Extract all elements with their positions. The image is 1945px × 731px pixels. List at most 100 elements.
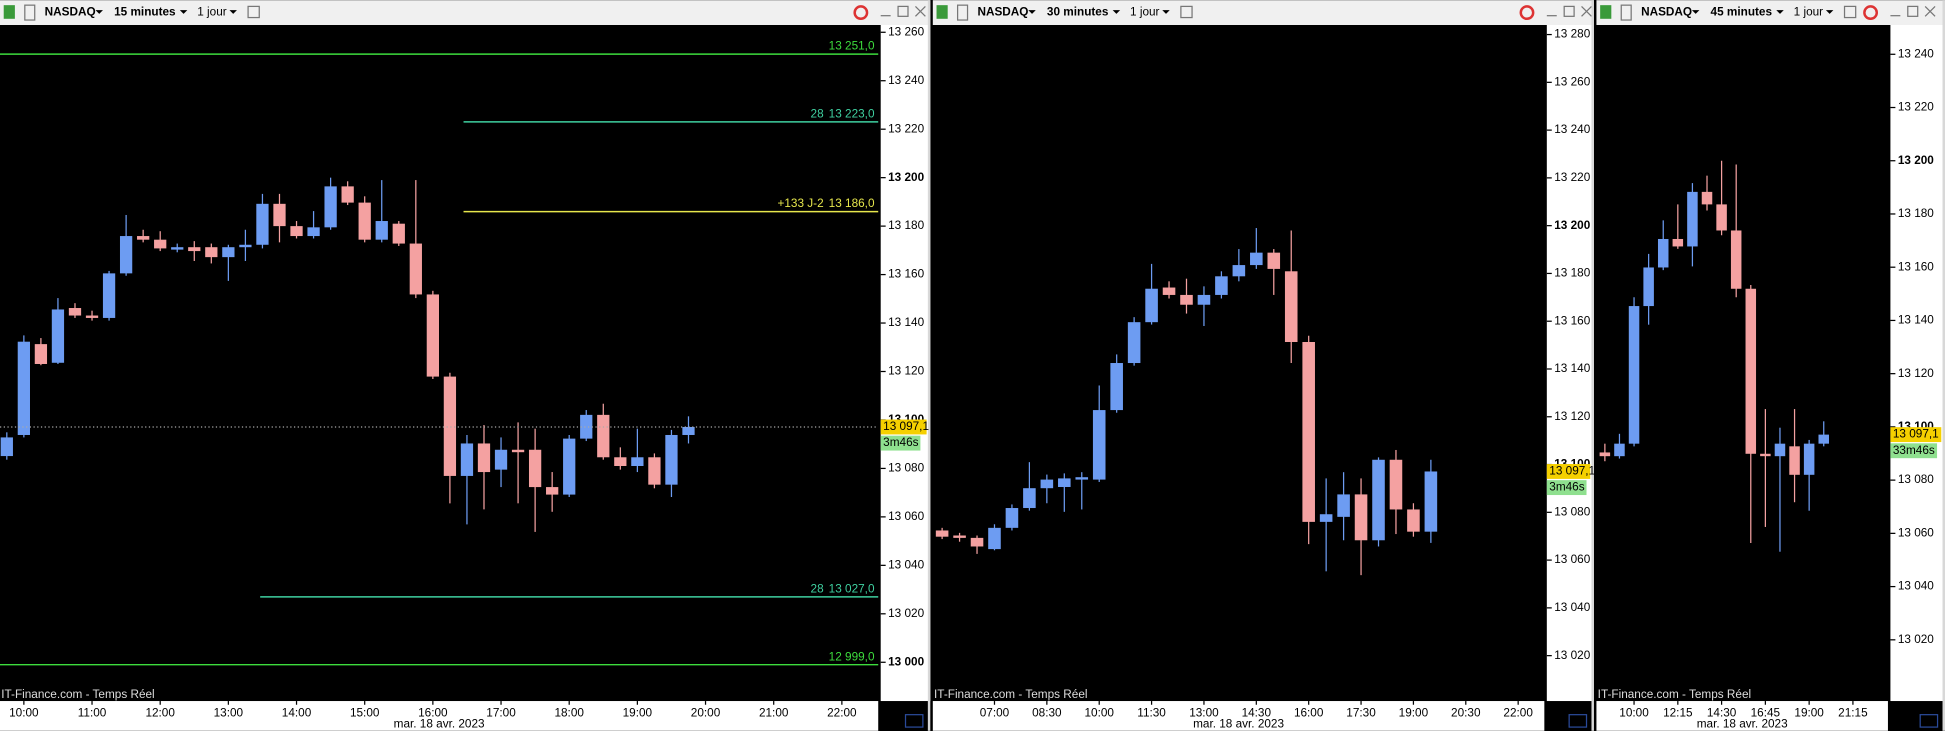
corner-icon[interactable] (1568, 714, 1588, 728)
x-tick-label: 10:00 (1619, 707, 1649, 720)
y-tick-label: 13 040 (1898, 580, 1934, 593)
close-button[interactable] (1924, 5, 1936, 17)
candle-body (682, 426, 695, 435)
last-price-box (1890, 427, 1942, 443)
period[interactable]: 1 jour (1794, 6, 1824, 19)
candle-body (137, 236, 150, 240)
candle-body (1372, 459, 1385, 541)
minimize-button[interactable] (1546, 15, 1557, 17)
x-tick-label: 15:00 (350, 707, 380, 720)
candle-body (51, 309, 65, 363)
settings-icon[interactable] (1620, 4, 1632, 21)
x-tick-label: 07:00 (980, 707, 1010, 720)
y-tick-label: 13 080 (888, 462, 924, 475)
x-tick-label: 14:00 (282, 707, 312, 720)
close-button[interactable] (915, 5, 926, 17)
minimize-button[interactable] (1890, 15, 1901, 17)
info-icon[interactable] (1180, 5, 1193, 19)
x-tick-label: 12:00 (145, 707, 175, 720)
candle-body (17, 341, 30, 435)
candle-body (563, 438, 576, 495)
refresh-icon[interactable] (853, 5, 869, 21)
candle-body (290, 226, 303, 237)
plot-area (932, 25, 1545, 702)
candle-body (205, 247, 218, 258)
chart-icon[interactable] (3, 5, 15, 19)
corner-icon[interactable] (904, 714, 924, 728)
y-tick-label: 13 140 (888, 316, 924, 329)
info-icon[interactable] (1843, 5, 1857, 19)
candle-body (1284, 271, 1298, 342)
y-tick-label: 13 240 (1554, 123, 1590, 136)
interval[interactable]: 45 minutes (1711, 6, 1773, 19)
y-tick-label: 13 200 (888, 171, 924, 184)
candle-body (409, 243, 422, 295)
candle-body (546, 487, 559, 495)
y-tick-label: 13 180 (1898, 207, 1934, 220)
candle-body (1127, 322, 1141, 364)
corner-icon[interactable] (1919, 714, 1939, 728)
period[interactable]: 1 jour (197, 6, 227, 19)
close-button[interactable] (1581, 5, 1592, 17)
y-axis-area (1890, 25, 1945, 702)
y-tick-label: 13 220 (1898, 101, 1934, 114)
x-tick-label: 10:00 (9, 707, 39, 720)
level-label: 13 251,0 (829, 40, 875, 53)
y-tick-label: 13 020 (888, 607, 924, 620)
y-tick-label: 13 220 (1554, 171, 1590, 184)
candle-body (1267, 252, 1281, 269)
y-tick-label: 13 120 (1554, 410, 1590, 423)
market-selector[interactable] (972, 2, 1040, 23)
x-tick-label: 20:30 (1451, 707, 1481, 720)
interval[interactable]: 15 minutes (114, 6, 176, 19)
x-tick-label: 20:00 (691, 707, 721, 720)
y-tick-label: 13 060 (1898, 526, 1934, 539)
minimize-button[interactable] (880, 15, 891, 17)
level-label: 13 186,0 (829, 197, 875, 210)
maximize-button[interactable] (897, 5, 909, 17)
date-label: mar. 18 avr. 2023 (1193, 718, 1284, 731)
y-tick-label: 13 060 (888, 510, 924, 523)
candle-body (102, 273, 116, 318)
settings-icon[interactable] (24, 4, 36, 21)
candle-body (1075, 477, 1089, 480)
x-tick-label: 12:15 (1663, 707, 1693, 720)
refresh-icon[interactable] (1519, 5, 1535, 21)
info-icon[interactable] (247, 5, 260, 19)
market-selector[interactable] (39, 2, 107, 23)
candle-body (307, 227, 320, 237)
refresh-icon[interactable] (1863, 5, 1879, 21)
maximize-button[interactable] (1563, 5, 1575, 17)
candle-body (953, 535, 966, 538)
dropdown-caret (95, 10, 103, 14)
x-tick-label: 19:00 (623, 707, 653, 720)
plot-area (1596, 25, 1888, 702)
last-price-label: 13 097,1 (1549, 465, 1595, 478)
candle-body (1319, 514, 1333, 522)
chart-icon[interactable] (936, 5, 948, 19)
x-tick-label: 16:00 (418, 707, 448, 720)
plot-area (0, 25, 879, 702)
source: IT-Finance.com - Temps Réel (1, 688, 154, 701)
chart-icon[interactable] (1600, 5, 1612, 19)
candle-body (1058, 478, 1071, 487)
x-tick-label: 11:00 (78, 707, 107, 720)
candle-body (85, 315, 99, 318)
candle-body (935, 530, 949, 537)
candle-body (188, 247, 201, 252)
x-tick-label: 16:45 (1751, 707, 1781, 720)
maximize-button[interactable] (1907, 5, 1919, 17)
toolbar (0, 0, 931, 26)
market-selector[interactable] (1636, 2, 1704, 23)
candle-body (443, 376, 457, 476)
candle-body (239, 244, 252, 248)
candle-body (1162, 287, 1176, 295)
candle-body (1657, 238, 1669, 268)
candle-body (477, 443, 491, 473)
settings-icon[interactable] (956, 4, 969, 21)
period[interactable]: 1 jour (1130, 6, 1160, 19)
interval[interactable]: 30 minutes (1047, 6, 1109, 19)
candle-body (1407, 509, 1420, 532)
y-tick-label: 13 000 (888, 655, 924, 668)
